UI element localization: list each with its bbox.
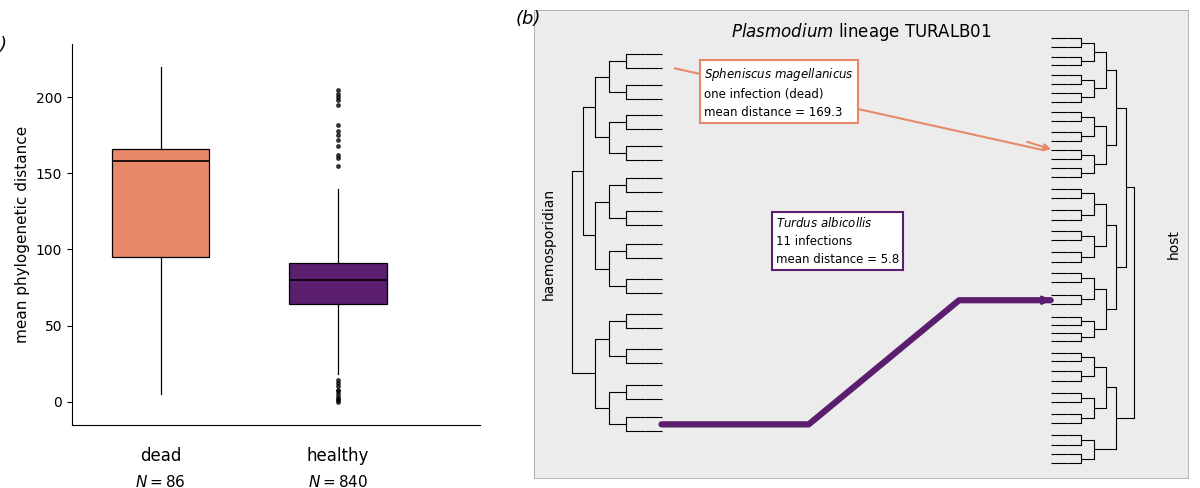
- Text: $N = 840$: $N = 840$: [308, 474, 368, 488]
- Text: haemosporidian: haemosporidian: [541, 188, 556, 300]
- Text: $N = 86$: $N = 86$: [136, 474, 186, 488]
- Text: $\mathit{Turdus\ albicollis}$
11 infections
mean distance = 5.8: $\mathit{Turdus\ albicollis}$ 11 infecti…: [776, 216, 899, 266]
- Text: host: host: [1166, 229, 1181, 259]
- Text: $\mathit{Spheniscus\ magellanicus}$
one infection (dead)
mean distance = 169.3: $\mathit{Spheniscus\ magellanicus}$ one …: [704, 66, 854, 119]
- Text: dead: dead: [140, 447, 181, 466]
- Text: (b): (b): [516, 10, 541, 28]
- PathPatch shape: [289, 263, 386, 305]
- Y-axis label: mean phylogenetic distance: mean phylogenetic distance: [16, 125, 30, 343]
- Text: (a): (a): [0, 36, 7, 54]
- Text: healthy: healthy: [307, 447, 370, 466]
- PathPatch shape: [112, 149, 210, 257]
- Text: $\mathit{Plasmodium}$ lineage TURALB01: $\mathit{Plasmodium}$ lineage TURALB01: [731, 21, 991, 43]
